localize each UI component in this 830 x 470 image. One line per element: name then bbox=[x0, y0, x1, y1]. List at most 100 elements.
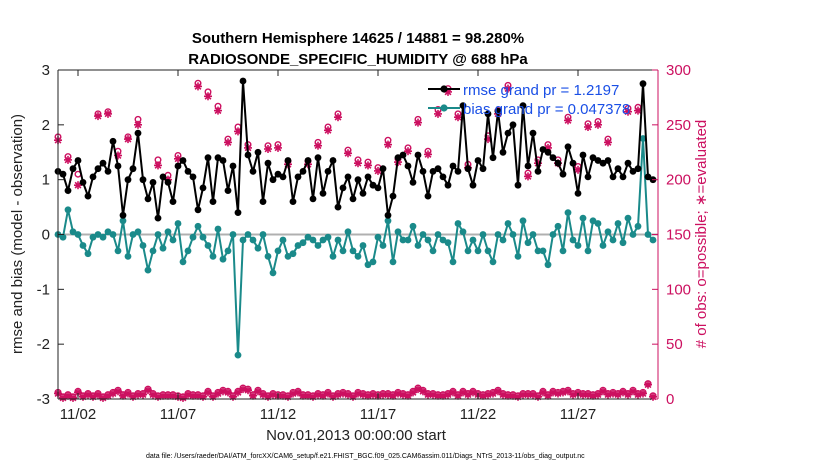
bias-point bbox=[389, 258, 397, 266]
bias-point bbox=[174, 220, 182, 227]
obs-evaluated-marker bbox=[424, 150, 432, 159]
obs-evaluated-marker bbox=[124, 135, 132, 144]
rmse-point bbox=[194, 206, 202, 214]
y-axis-label-left: rmse and bias (model - observation) bbox=[9, 114, 26, 354]
bias-point bbox=[139, 242, 147, 249]
obs-low-evaluated-marker-stroke bbox=[579, 391, 587, 399]
bias-point bbox=[199, 233, 207, 241]
rmse-point bbox=[609, 173, 617, 181]
rmse-point bbox=[579, 151, 587, 159]
bias-point bbox=[479, 231, 487, 238]
obs-evaluated-marker-stroke bbox=[594, 121, 602, 129]
legend: rmse grand pr = 1.2197 bias grand pr = 0… bbox=[428, 82, 630, 118]
rmse-point bbox=[484, 110, 492, 118]
bias-point bbox=[599, 242, 607, 249]
rmse-point bbox=[584, 173, 592, 181]
obs-low-evaluated-marker bbox=[194, 391, 202, 400]
x-axis-label: Nov.01,2013 00:00:00 start bbox=[266, 427, 447, 444]
obs-evaluated-marker-stroke bbox=[214, 107, 222, 115]
bias-point bbox=[634, 222, 642, 230]
obs-evaluated-marker bbox=[264, 145, 272, 153]
rmse-point bbox=[314, 154, 322, 162]
rmse-point bbox=[199, 184, 207, 192]
bias-point bbox=[564, 209, 572, 217]
obs-low-evaluated-marker bbox=[569, 390, 577, 399]
obs-low-evaluated-marker-stroke bbox=[204, 388, 212, 396]
obs-low-evaluated-marker-stroke bbox=[564, 387, 572, 395]
bias-point bbox=[369, 258, 377, 266]
bias-point bbox=[409, 222, 417, 230]
obs-low-evaluated-marker-stroke bbox=[69, 394, 77, 402]
obs-low-evaluated-marker bbox=[359, 390, 367, 399]
rmse-point bbox=[209, 198, 217, 206]
obs-evaluated-marker-stroke bbox=[134, 121, 142, 129]
x-tick-label: 11/12 bbox=[260, 406, 296, 423]
obs-evaluated-marker-stroke bbox=[194, 83, 202, 90]
bias-point bbox=[219, 255, 227, 263]
chart-title-line1: Southern Hemisphere 14625 / 14881 = 98.2… bbox=[192, 30, 524, 47]
obs-low-evaluated-marker-stroke bbox=[599, 387, 607, 395]
obs-low-evaluated-marker-stroke bbox=[184, 391, 192, 399]
obs-low-evaluated-marker-stroke bbox=[169, 392, 177, 400]
bias-point bbox=[129, 231, 137, 238]
y-axis-label-right: # of obs: o=possible; ∗=evaluated bbox=[693, 120, 710, 349]
obs-low-evaluated-marker-stroke bbox=[494, 387, 502, 395]
bias-point bbox=[374, 233, 382, 241]
obs-evaluated-marker-stroke bbox=[234, 127, 242, 135]
obs-low-evaluated-marker bbox=[369, 390, 377, 399]
bias-point bbox=[249, 236, 257, 244]
obs-low-evaluated-marker-stroke bbox=[439, 392, 447, 400]
obs-evaluated-marker bbox=[224, 138, 232, 147]
rmse-point bbox=[429, 168, 437, 175]
bias-point bbox=[74, 231, 82, 238]
rmse-point bbox=[89, 173, 97, 181]
rmse-point bbox=[604, 157, 612, 164]
obs-low-evaluated-marker-stroke bbox=[114, 387, 122, 395]
rmse-point bbox=[149, 179, 157, 186]
obs-low-evaluated-marker-stroke bbox=[164, 392, 172, 400]
rmse-point bbox=[204, 154, 212, 162]
obs-low-evaluated-marker bbox=[314, 390, 322, 399]
bias-point bbox=[424, 236, 432, 244]
chart-title-line2: RADIOSONDE_SPECIFIC_HUMIDITY @ 688 hPa bbox=[188, 51, 528, 68]
obs-evaluated-marker-stroke bbox=[584, 123, 592, 131]
bias-point bbox=[194, 222, 202, 230]
obs-evaluated-marker bbox=[584, 123, 592, 131]
rmse-point bbox=[454, 168, 462, 175]
obs-low-evaluated-marker-stroke bbox=[429, 391, 437, 399]
obs-low-evaluated-marker-stroke bbox=[644, 381, 652, 389]
rmse-point bbox=[369, 181, 377, 189]
obs-evaluated-marker-stroke bbox=[204, 92, 212, 100]
rmse-point bbox=[394, 154, 402, 162]
obs-evaluated-marker bbox=[434, 109, 442, 118]
rmse-point bbox=[84, 192, 92, 200]
obs-low-evaluated-marker-stroke bbox=[224, 388, 232, 396]
obs-low-evaluated-marker bbox=[644, 380, 652, 389]
rmse-point bbox=[79, 179, 87, 186]
rmse-point bbox=[469, 181, 477, 189]
obs-low-evaluated-marker bbox=[384, 390, 392, 399]
rmse-point bbox=[489, 154, 497, 162]
obs-low-evaluated-marker-stroke bbox=[624, 391, 632, 399]
obs-evaluated-marker-stroke bbox=[604, 138, 612, 146]
rmse-point bbox=[634, 165, 642, 173]
obs-low-evaluated-marker bbox=[539, 388, 547, 397]
bias-point bbox=[324, 233, 332, 241]
obs-low-evaluated-marker bbox=[579, 390, 587, 399]
obs-low-evaluated-marker-stroke bbox=[559, 388, 567, 396]
rmse-point bbox=[474, 157, 482, 164]
bias-point bbox=[394, 228, 402, 236]
rmse-point bbox=[279, 173, 287, 181]
rmse-point bbox=[179, 157, 187, 164]
obs-evaluated-marker-stroke bbox=[334, 113, 342, 121]
obs-low-evaluated-marker bbox=[279, 391, 287, 400]
obs-low-evaluated-marker bbox=[364, 391, 372, 400]
bias-point bbox=[619, 239, 627, 247]
obs-evaluated-marker bbox=[384, 140, 392, 149]
obs-low-evaluated-marker bbox=[269, 390, 277, 399]
rmse-point bbox=[554, 159, 562, 167]
obs-evaluated-marker bbox=[94, 112, 102, 121]
bias-point bbox=[474, 247, 482, 255]
rmse-point bbox=[424, 192, 432, 200]
